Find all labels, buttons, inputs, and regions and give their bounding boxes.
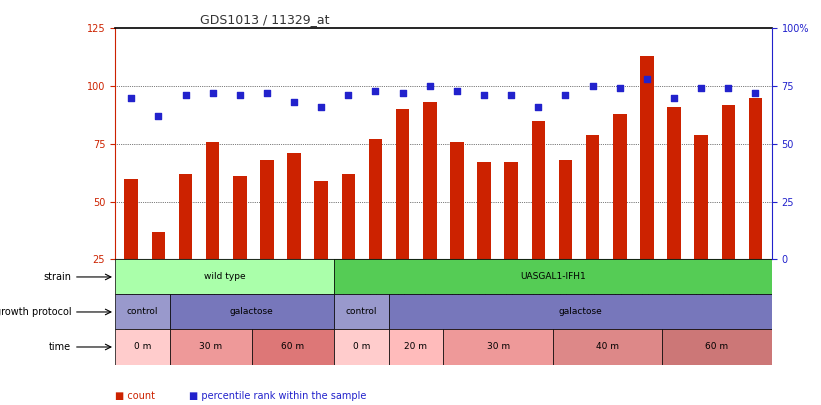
- Point: [314, 104, 328, 110]
- Bar: [179, 174, 192, 317]
- Point: [613, 85, 626, 92]
- Point: [532, 104, 545, 110]
- Bar: [667, 107, 681, 317]
- Bar: [640, 56, 654, 317]
- Point: [451, 87, 464, 94]
- Bar: [695, 134, 708, 317]
- Bar: [531, 121, 545, 317]
- Point: [667, 94, 681, 101]
- Bar: [115, 260, 334, 294]
- Text: time: time: [49, 342, 71, 352]
- Point: [125, 94, 138, 101]
- Text: 60 m: 60 m: [705, 343, 728, 352]
- Text: UASGAL1-IFH1: UASGAL1-IFH1: [520, 273, 585, 281]
- Point: [586, 83, 599, 90]
- Text: 0 m: 0 m: [352, 343, 370, 352]
- Bar: [613, 114, 626, 317]
- Bar: [450, 142, 464, 317]
- Point: [152, 113, 165, 119]
- Bar: [260, 160, 273, 317]
- Text: galactose: galactose: [558, 307, 602, 316]
- Bar: [586, 134, 599, 317]
- Text: 30 m: 30 m: [200, 343, 222, 352]
- Bar: [170, 294, 334, 330]
- Text: 30 m: 30 m: [487, 343, 510, 352]
- Point: [179, 92, 192, 98]
- Point: [559, 92, 572, 98]
- Bar: [423, 102, 437, 317]
- Bar: [342, 174, 355, 317]
- Bar: [115, 330, 170, 364]
- Bar: [722, 104, 735, 317]
- Point: [478, 92, 491, 98]
- Text: ■ count: ■ count: [115, 391, 155, 401]
- Bar: [504, 162, 518, 317]
- Text: control: control: [126, 307, 158, 316]
- Bar: [233, 176, 246, 317]
- Bar: [206, 142, 219, 317]
- Bar: [252, 330, 334, 364]
- Bar: [749, 98, 762, 317]
- Point: [287, 99, 300, 106]
- Bar: [558, 160, 572, 317]
- Text: 60 m: 60 m: [282, 343, 305, 352]
- Bar: [388, 330, 443, 364]
- Text: 20 m: 20 m: [405, 343, 428, 352]
- Text: 0 m: 0 m: [134, 343, 151, 352]
- Bar: [287, 153, 300, 317]
- Bar: [170, 330, 252, 364]
- Text: ■ percentile rank within the sample: ■ percentile rank within the sample: [189, 391, 366, 401]
- Point: [396, 90, 409, 96]
- Bar: [314, 181, 328, 317]
- Text: galactose: galactose: [230, 307, 273, 316]
- Text: 40 m: 40 m: [596, 343, 619, 352]
- Bar: [477, 162, 491, 317]
- Text: GDS1013 / 11329_at: GDS1013 / 11329_at: [200, 13, 330, 26]
- Bar: [396, 109, 410, 317]
- Point: [640, 76, 654, 83]
- Bar: [334, 260, 772, 294]
- Bar: [553, 330, 663, 364]
- Text: strain: strain: [44, 272, 71, 282]
- Point: [233, 92, 246, 98]
- Bar: [443, 330, 553, 364]
- Point: [722, 85, 735, 92]
- Bar: [334, 294, 388, 330]
- Point: [342, 92, 355, 98]
- Point: [206, 90, 219, 96]
- Bar: [369, 139, 383, 317]
- Point: [505, 92, 518, 98]
- Point: [423, 83, 436, 90]
- Bar: [663, 330, 772, 364]
- Bar: [125, 179, 138, 317]
- Point: [369, 87, 382, 94]
- Point: [695, 85, 708, 92]
- Bar: [388, 294, 772, 330]
- Bar: [152, 232, 165, 317]
- Text: growth protocol: growth protocol: [0, 307, 71, 317]
- Bar: [334, 330, 388, 364]
- Text: wild type: wild type: [204, 273, 245, 281]
- Point: [749, 90, 762, 96]
- Text: control: control: [346, 307, 377, 316]
- Bar: [115, 294, 170, 330]
- Point: [260, 90, 273, 96]
